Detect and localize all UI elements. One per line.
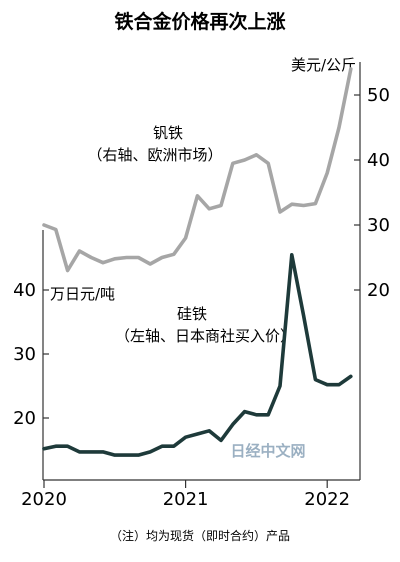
watermark: 日经中文网	[230, 442, 305, 460]
right-tick-label: 40	[367, 150, 390, 171]
left-tick-label: 40	[13, 280, 36, 301]
right-tick-label: 50	[367, 85, 390, 106]
right-tick-label: 30	[367, 215, 390, 236]
right-axis-ticks: 20 30 40 50	[354, 85, 390, 301]
chart-title: 铁合金价格再次上涨	[114, 10, 285, 33]
plot-frame	[42, 62, 361, 481]
left-tick-label: 20	[13, 408, 36, 429]
series-label-vanadium: 钒铁	[153, 124, 183, 142]
right-tick-label: 20	[367, 280, 390, 301]
x-axis-ticks: 2020 2021 2022	[21, 480, 350, 510]
series-line-ferrosilicon	[42, 253, 353, 457]
left-axis-ticks: 20 30 40	[13, 280, 49, 429]
series-sublabel-ferrosilicon: （左轴、日本商社买入价）	[115, 327, 295, 345]
left-axis-unit: 万日元/吨	[50, 285, 115, 303]
series-group	[42, 67, 353, 457]
right-axis-unit: 美元/公斤	[291, 56, 356, 74]
x-tick-label: 2021	[163, 489, 209, 510]
series-line-vanadium	[42, 67, 353, 273]
series-sublabel-vanadium: （右轴、欧洲市场）	[87, 146, 222, 164]
footnote: （注）均为现货（即时合约）产品	[110, 528, 290, 543]
x-tick-label: 2022	[304, 489, 350, 510]
x-tick-label: 2020	[21, 489, 67, 510]
left-tick-label: 30	[13, 344, 36, 365]
series-label-ferrosilicon: 硅铁	[177, 305, 207, 323]
